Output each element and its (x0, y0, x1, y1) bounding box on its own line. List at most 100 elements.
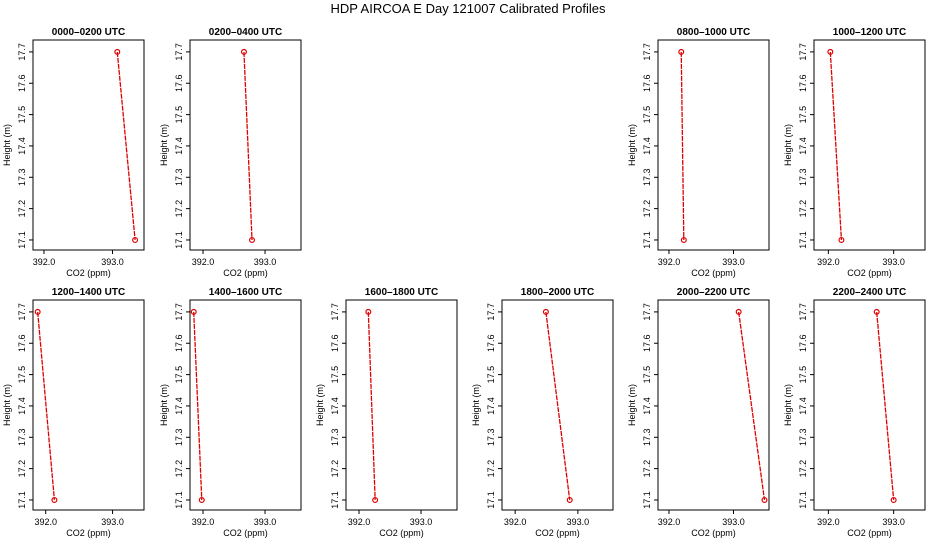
data-point (873, 308, 880, 315)
y-tick-label: 17.3 (17, 169, 27, 187)
x-axis-label: CO2 (ppm) (847, 268, 892, 278)
y-tick-label: 17.7 (174, 43, 184, 61)
plot-frame (657, 39, 770, 251)
profile-line (829, 51, 843, 241)
y-tick-label: 17.5 (174, 366, 184, 384)
data-point (678, 48, 685, 55)
data-point (566, 496, 573, 503)
y-tick-label: 17.5 (17, 366, 27, 384)
x-tick-label: 392.0 (192, 517, 215, 527)
x-tick-label: 393.0 (882, 517, 905, 527)
panel-title: 0000–0200 UTC (52, 27, 125, 38)
y-tick-label: 17.5 (486, 366, 496, 384)
y-tick-label: 17.1 (642, 491, 652, 509)
profile-line (116, 51, 136, 241)
y-tick-label: 17.1 (330, 491, 340, 509)
panel: 0800–1000 UTC 17.1 17.2 17.3 17.4 17.5 17.6 17.… (627, 27, 770, 278)
data-point (198, 496, 205, 503)
profile-line (545, 311, 571, 501)
y-axis-label: Height (m) (783, 384, 793, 426)
x-tick-label: 393.0 (722, 517, 745, 527)
plot-frame (32, 299, 145, 511)
y-tick-label: 17.7 (17, 43, 27, 61)
data-point (761, 496, 768, 503)
y-tick-label: 17.5 (330, 366, 340, 384)
y-tick-label: 17.6 (642, 74, 652, 92)
x-tick-label: 393.0 (254, 257, 277, 267)
panel-title: 2000–2200 UTC (677, 287, 750, 298)
y-tick-label: 17.3 (174, 169, 184, 187)
x-tick-label: 393.0 (410, 517, 433, 527)
y-tick-label: 17.3 (798, 169, 808, 187)
y-tick-label: 17.3 (17, 429, 27, 447)
panel-title: 1800–2000 UTC (521, 287, 594, 298)
x-axis-label: CO2 (ppm) (66, 268, 111, 278)
y-tick-label: 17.1 (17, 491, 27, 509)
x-tick-label: 393.0 (722, 257, 745, 267)
y-tick-label: 17.5 (642, 366, 652, 384)
x-tick-label: 392.0 (34, 517, 57, 527)
y-tick-label: 17.2 (174, 460, 184, 478)
profile-line (738, 311, 766, 501)
x-tick-label: 392.0 (658, 257, 681, 267)
y-tick-label: 17.5 (642, 106, 652, 124)
data-point (365, 308, 372, 315)
y-tick-label: 17.3 (174, 429, 184, 447)
y-tick-label: 17.5 (798, 366, 808, 384)
y-tick-label: 17.1 (174, 231, 184, 249)
x-tick-label: 392.0 (348, 517, 371, 527)
plot-frame (189, 299, 302, 511)
y-axis-label: Height (m) (627, 384, 637, 426)
x-tick-label: 392.0 (504, 517, 527, 527)
y-tick-label: 17.4 (642, 397, 652, 415)
y-axis-label: Height (m) (159, 124, 169, 166)
y-tick-label: 17.7 (642, 43, 652, 61)
plot-frame (32, 39, 145, 251)
profile-line (243, 51, 253, 240)
x-axis-label: CO2 (ppm) (223, 268, 268, 278)
y-tick-label: 17.7 (798, 303, 808, 321)
plot-frame (813, 299, 926, 511)
y-tick-label: 17.5 (17, 106, 27, 124)
y-tick-label: 17.1 (17, 231, 27, 249)
data-point (34, 308, 41, 315)
panel: 0200–0400 UTC 17.1 17.2 17.3 17.4 17.5 17.6 17.… (159, 27, 302, 278)
x-tick-label: 393.0 (567, 517, 590, 527)
y-tick-label: 17.2 (642, 200, 652, 218)
x-axis-label: CO2 (ppm) (691, 268, 736, 278)
y-tick-label: 17.2 (798, 200, 808, 218)
plot-frame (813, 39, 926, 251)
profile-line (680, 51, 685, 240)
y-tick-label: 17.1 (642, 231, 652, 249)
data-point (838, 236, 845, 243)
x-axis-label: CO2 (ppm) (223, 528, 268, 538)
plot-frame (345, 299, 458, 511)
y-tick-label: 17.4 (642, 137, 652, 155)
y-tick-label: 17.6 (798, 334, 808, 352)
plot-frame (189, 39, 302, 251)
data-point (827, 48, 834, 55)
data-point (132, 236, 139, 243)
x-tick-label: 392.0 (658, 517, 681, 527)
y-axis-label: Height (m) (2, 384, 12, 426)
y-tick-label: 17.5 (798, 106, 808, 124)
y-axis-label: Height (m) (627, 124, 637, 166)
y-tick-label: 17.3 (486, 429, 496, 447)
y-tick-label: 17.7 (642, 303, 652, 321)
x-axis-label: CO2 (ppm) (66, 528, 111, 538)
y-tick-label: 17.2 (174, 200, 184, 218)
y-tick-label: 17.4 (486, 397, 496, 415)
x-tick-label: 392.0 (817, 517, 840, 527)
y-axis-label: Height (m) (471, 384, 481, 426)
y-tick-label: 17.4 (17, 137, 27, 155)
panel-title: 1600–1800 UTC (365, 287, 438, 298)
data-point (542, 308, 549, 315)
plot-frame (501, 299, 614, 511)
y-tick-label: 17.4 (174, 397, 184, 415)
panel: 1000–1200 UTC 17.1 17.2 17.3 17.4 17.5 17.6 17.… (783, 27, 926, 278)
panel: 0000–0200 UTC 17.1 17.2 17.3 17.4 17.5 17.6 17.… (2, 27, 145, 278)
x-tick-label: 392.0 (33, 257, 56, 267)
panel-title: 2200–2400 UTC (833, 287, 906, 298)
y-tick-label: 17.1 (486, 491, 496, 509)
